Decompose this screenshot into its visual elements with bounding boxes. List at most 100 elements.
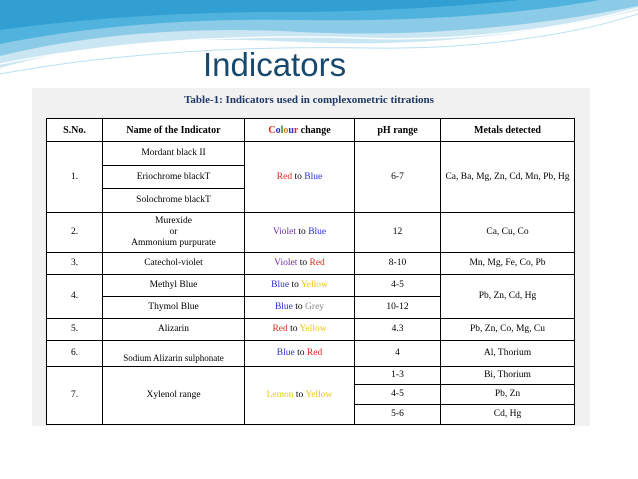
colour-change-cell: Blue to Red bbox=[244, 340, 355, 367]
colour-to: Yellow bbox=[299, 324, 327, 334]
ph-range-cell: 4-5 bbox=[354, 274, 441, 297]
indicator-name-cell: Mordant black II bbox=[102, 141, 245, 166]
indicator-name-cell: Thymol Blue bbox=[102, 296, 245, 319]
sno-cell: 5. bbox=[46, 318, 103, 341]
table-subrow: Eriochrome blackT bbox=[47, 165, 575, 189]
table-row: 3. Catechol-violet Violet to Red 8-10 Mn… bbox=[46, 252, 575, 275]
sno-cell: 3. bbox=[46, 252, 103, 275]
header-colour-change: Colour change bbox=[244, 118, 355, 142]
colour-change-cell: Blue to Yellow bbox=[244, 274, 355, 297]
ph-range-cell: 4-5 bbox=[354, 384, 441, 405]
colour-sep: to bbox=[296, 227, 309, 237]
colour-to: Grey bbox=[305, 302, 325, 312]
table-header-row: S.No. Name of the Indicator Colour chang… bbox=[46, 118, 575, 142]
indicator-name-cell: Xylenol range bbox=[102, 366, 245, 425]
ph-range-cell: 4 bbox=[354, 340, 441, 367]
colour-to: Yellow bbox=[305, 390, 333, 400]
metals-cell: Al, Thorium bbox=[440, 340, 575, 367]
colour-to: Blue bbox=[304, 171, 323, 182]
colour-sep: to bbox=[292, 171, 305, 182]
colour-change-cell: Red to Yellow bbox=[244, 318, 355, 341]
sno-cell: 4. bbox=[46, 274, 103, 319]
colour-from: Lemon bbox=[266, 390, 294, 400]
indicator-name-cell: Methyl Blue bbox=[102, 274, 245, 297]
colour-word-letter: l bbox=[280, 124, 284, 136]
colour-sep: to bbox=[287, 324, 300, 334]
table-subrow: Solochrome blackT bbox=[47, 188, 575, 213]
ph-range-cell: 4.3 bbox=[354, 318, 441, 341]
ph-range-cell: 10-12 bbox=[354, 296, 441, 319]
header-metals-detected: Metals detected bbox=[440, 118, 575, 142]
ph-range-cell: 12 bbox=[354, 212, 441, 253]
name-line: Ammonium purpurate bbox=[131, 238, 216, 248]
colour-change-cell: Blue to Grey bbox=[244, 296, 355, 319]
colour-from: Violet bbox=[272, 227, 297, 237]
table-row: 4. Methyl Blue Blue to Yellow 4-5 Pb, Zn… bbox=[46, 274, 575, 319]
colour-from: Violet bbox=[274, 258, 298, 268]
colour-sep: to bbox=[289, 280, 301, 290]
colour-change-cell: Violet to Red bbox=[244, 252, 355, 275]
colour-change-cell: Violet to Blue bbox=[244, 212, 355, 253]
colour-change-cell: Red to Blue bbox=[244, 141, 355, 213]
slide-title: Indicators bbox=[203, 46, 347, 83]
colour-to: Red bbox=[309, 258, 325, 268]
metals-cell: Pb, Zn bbox=[440, 384, 575, 405]
indicator-name-cell: Solochrome blackT bbox=[102, 188, 245, 213]
colour-word-letter: r bbox=[293, 124, 299, 136]
header-change-word: change bbox=[298, 124, 331, 136]
colour-word-letter: u bbox=[288, 124, 294, 136]
sno-cell: 6. bbox=[46, 340, 103, 367]
metals-cell: Bi, Thorium bbox=[440, 366, 575, 385]
table-subrow: 4-5 Pb, Zn bbox=[47, 384, 575, 405]
colour-change-cell: Lemon to Yellow bbox=[244, 366, 355, 425]
header-wave-decoration bbox=[0, 0, 638, 75]
indicator-name-cell: Eriochrome blackT bbox=[102, 165, 245, 189]
indicator-name-cell: Catechol-violet bbox=[102, 252, 245, 275]
indicators-table: S.No. Name of the Indicator Colour chang… bbox=[46, 118, 575, 425]
table-row: 2. Murexide or Ammonium purpurate Violet… bbox=[46, 212, 575, 253]
ph-range-cell: 8-10 bbox=[354, 252, 441, 275]
table-row: 1. Mordant black II Red to Blue 6-7 Ca, … bbox=[46, 141, 575, 213]
metals-cell: Cd, Hg bbox=[440, 404, 575, 425]
ph-range-cell: 1-3 bbox=[354, 366, 441, 385]
table-row: 7. Xylenol range Lemon to Yellow 1-3 Bi,… bbox=[46, 366, 575, 425]
indicator-name-cell: Alizarin bbox=[102, 318, 245, 341]
table-row: 6. Sodium Alizarin sulphonate Blue to Re… bbox=[46, 340, 575, 367]
metals-cell: Pb, Zn, Cd, Hg bbox=[440, 274, 575, 319]
colour-to: Blue bbox=[308, 227, 327, 237]
table-subrow: Thymol Blue Blue to Grey 10-12 bbox=[47, 296, 575, 319]
colour-to: Red bbox=[306, 348, 323, 358]
ph-range-cell: 5-6 bbox=[354, 404, 441, 425]
metals-cell: Ca, Ba, Mg, Zn, Cd, Mn, Pb, Hg bbox=[440, 141, 575, 213]
sno-cell: 2. bbox=[46, 212, 103, 253]
colour-word-letter: o bbox=[275, 124, 281, 136]
colour-from: Red bbox=[272, 324, 288, 334]
colour-sep: to bbox=[297, 258, 310, 268]
name-line: Murexide bbox=[155, 216, 192, 226]
name-line: or bbox=[169, 227, 178, 237]
sno-cell: 7. bbox=[46, 366, 103, 425]
colour-word-letter: C bbox=[268, 124, 276, 136]
colour-sep: to bbox=[293, 390, 306, 400]
header-sno: S.No. bbox=[46, 118, 103, 142]
colour-from: Blue bbox=[274, 302, 293, 312]
sno-cell: 1. bbox=[46, 141, 103, 213]
metals-cell: Ca, Cu, Co bbox=[440, 212, 575, 253]
colour-sep: to bbox=[294, 348, 307, 358]
metals-cell: Pb, Zn, Co, Mg, Cu bbox=[440, 318, 575, 341]
colour-sep: to bbox=[292, 302, 306, 312]
metals-cell: Mn, Mg, Fe, Co, Pb bbox=[440, 252, 575, 275]
header-ph-range: pH range bbox=[354, 118, 441, 142]
ph-range-cell: 6-7 bbox=[354, 141, 441, 213]
colour-word-letter: o bbox=[283, 124, 289, 136]
header-indicator-name: Name of the Indicator bbox=[102, 118, 245, 142]
table-subrow: 5-6 Cd, Hg bbox=[47, 404, 575, 425]
colour-from: Red bbox=[276, 171, 293, 182]
table-caption: Table-1: Indicators used in complexometr… bbox=[184, 94, 434, 106]
table-row: 5. Alizarin Red to Yellow 4.3 Pb, Zn, Co… bbox=[46, 318, 575, 341]
indicator-name-cell: Sodium Alizarin sulphonate bbox=[102, 340, 245, 367]
colour-to: Yellow bbox=[300, 280, 328, 290]
header-colour-word: Colour bbox=[268, 125, 298, 136]
colour-from: Blue bbox=[276, 348, 295, 358]
colour-from: Blue bbox=[271, 280, 290, 290]
